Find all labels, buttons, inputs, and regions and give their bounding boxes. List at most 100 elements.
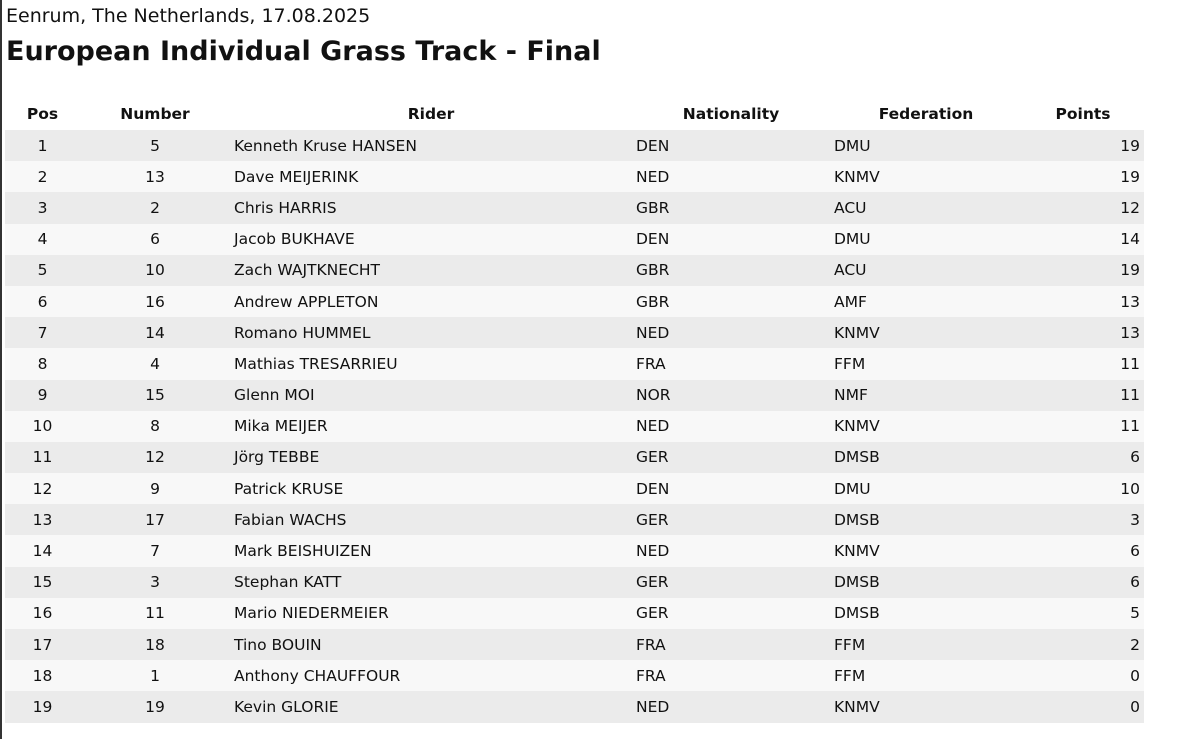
table-cell: NED [636,323,670,342]
table-cell: DMSB [834,604,880,623]
table-cell: Kevin GLORIE [234,697,339,716]
table-cell: 11 [145,604,165,623]
table-cell: DMU [834,136,871,155]
table-cell: 6 [1130,448,1140,467]
table-cell: Mathias TRESARRIEU [234,354,398,373]
table-cell: GBR [636,292,670,311]
table-cell: GBR [636,198,670,217]
table-cell: 16 [32,604,53,623]
table-cell: KNMV [834,323,880,342]
table-cell: NED [636,697,670,716]
table-cell: Chris HARRIS [234,198,337,217]
column-header: Points [1055,105,1111,123]
table-cell: 16 [145,292,165,311]
table-cell: 7 [150,542,160,561]
table-cell: 9 [37,386,48,405]
table-cell: 11 [32,448,53,467]
table-row: 13 17 Fabian WACHS GER DMSB 3 [5,504,1144,536]
table-cell: FRA [636,635,666,654]
table-cell: Anthony CHAUFFOUR [234,666,401,685]
table-cell: ACU [834,198,867,217]
table-cell: 14 [32,542,53,561]
table-cell: 4 [37,230,48,249]
location-date: Eenrum, The Netherlands, 17.08.2025 [6,5,371,27]
table-cell: 6 [37,292,48,311]
table-cell: Glenn MOI [234,386,315,405]
table-body: 1 5 Kenneth Kruse HANSEN DEN DMU 19 2 13 Dave ME… [5,130,1144,723]
column-header: Rider [407,105,455,123]
table-cell: 7 [37,323,48,342]
table-cell: 12 [32,479,53,498]
table-cell: 5 [150,136,160,155]
table-cell: 1 [37,136,48,155]
table-cell: ACU [834,261,867,280]
table-row: 5 10 Zach WAJTKNECHT GBR ACU 19 [5,254,1144,286]
table-cell: 6 [1130,542,1140,561]
table-cell: DMU [834,479,871,498]
table-cell: 11 [1120,354,1140,373]
table-cell: 5 [37,261,48,280]
table-cell: 8 [150,417,160,436]
table-cell: 2 [150,198,160,217]
table-row: 18 1 Anthony CHAUFFOUR FRA FFM 0 [5,660,1144,692]
table-cell: 13 [145,167,165,186]
table-cell: Mika MEIJER [234,417,328,436]
table-cell: KNMV [834,542,880,561]
table-cell: Zach WAJTKNECHT [234,261,381,280]
table-cell: 3 [37,198,48,217]
table-cell: Mario NIEDERMEIER [234,604,389,623]
table-cell: Jacob BUKHAVE [234,230,355,249]
table-cell: 0 [1130,666,1140,685]
table-cell: 18 [32,666,53,685]
table-cell: KNMV [834,697,880,716]
table-cell: Tino BOUIN [234,635,322,654]
table-cell: DMSB [834,510,880,529]
table-cell: KNMV [834,167,880,186]
table-cell: Dave MEIJERINK [234,167,359,186]
table-cell: 11 [1120,417,1140,436]
table-row: 7 14 Romano HUMMEL NED KNMV 13 [5,317,1144,349]
table-cell: 17 [145,510,165,529]
left-border [0,0,2,739]
table-cell: DMU [834,230,871,249]
table-cell: 13 [1120,292,1140,311]
table-cell: 13 [1120,323,1140,342]
table-cell: 10 [145,261,165,280]
table-cell: DEN [636,479,670,498]
table-cell: 17 [32,635,53,654]
table-cell: NOR [636,386,671,405]
table-cell: 2 [37,167,48,186]
column-header: Federation [878,105,974,123]
table-cell: 18 [145,635,165,654]
table-cell: Andrew APPLETON [234,292,379,311]
results-table: Pos Number Rider Nationality Federation Point… [5,98,1144,723]
table-row: 17 18 Tino BOUIN FRA FFM 2 [5,629,1144,661]
table-cell: DMSB [834,448,880,467]
table-row: 15 3 Stephan KATT GER DMSB 6 [5,566,1144,598]
table-cell: 19 [32,697,53,716]
table-cell: 12 [145,448,165,467]
header-row: Pos Number Rider Nationality Federation Point… [5,98,1144,130]
table-cell: NED [636,542,670,561]
table-cell: 19 [1120,261,1140,280]
table-cell: GER [636,448,669,467]
page-title: European Individual Grass Track - Final [6,36,601,67]
table-cell: 10 [32,417,53,436]
table-cell: AMF [834,292,867,311]
table-cell: 12 [1120,198,1140,217]
table-cell: 11 [1120,386,1140,405]
table-cell: DEN [636,230,670,249]
table-cell: 5 [1130,604,1140,623]
table-row: 16 11 Mario NIEDERMEIER GER DMSB 5 [5,597,1144,629]
table-cell: NED [636,417,670,436]
table-cell: NED [636,167,670,186]
table-cell: 19 [1120,136,1140,155]
table-cell: Fabian WACHS [234,510,347,529]
table-row: 19 19 Kevin GLORIE NED KNMV 0 [5,691,1144,723]
table-row: 10 8 Mika MEIJER NED KNMV 11 [5,410,1144,442]
table-cell: KNMV [834,417,880,436]
table-cell: FRA [636,666,666,685]
table-row: 2 13 Dave MEIJERINK NED KNMV 19 [5,161,1144,193]
table-row: 14 7 Mark BEISHUIZEN NED KNMV 6 [5,535,1144,567]
